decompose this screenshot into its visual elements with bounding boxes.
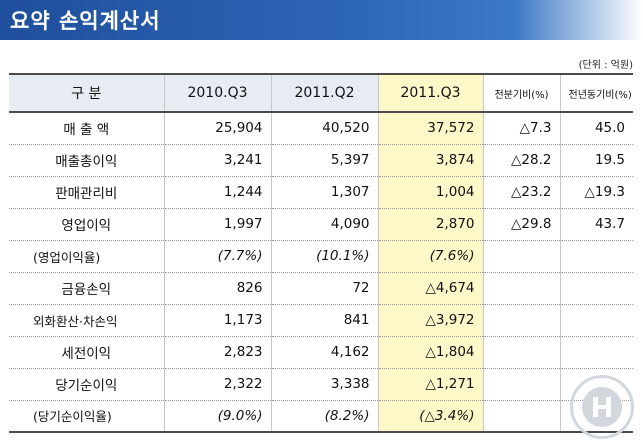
- cell-2010q3: 3,241: [163, 144, 271, 177]
- cell-2010q3: 1,997: [163, 208, 271, 241]
- cell-2011q3: △1,271: [377, 368, 483, 401]
- cell-qoq: [482, 240, 560, 273]
- column-header-2011q2: 2011.Q2: [270, 73, 378, 113]
- cell-qoq: [482, 368, 560, 401]
- cell-2011q2: 3,338: [270, 368, 378, 401]
- cell-2010q3: 1,244: [163, 176, 271, 209]
- table-row: 매출총이익 3,241 5,397 3,874 △28.2 19.5: [9, 144, 633, 177]
- cell-2011q2: 1,307: [270, 176, 378, 209]
- cell-yoy: 19.5: [559, 144, 633, 177]
- cell-2011q2: 5,397: [270, 144, 378, 177]
- cell-2011q3: 3,874: [377, 144, 483, 177]
- row-label: 판매관리비: [9, 176, 164, 209]
- cell-2011q3: 2,870: [377, 208, 483, 241]
- row-label: (영업이익율): [9, 240, 164, 273]
- column-header-2011q3: 2011.Q3: [377, 73, 483, 113]
- cell-yoy: [559, 240, 633, 273]
- row-label: 영업이익: [9, 208, 164, 241]
- row-label: 매출총이익: [9, 144, 164, 177]
- table-row: 판매관리비 1,244 1,307 1,004 △23.2 △19.3: [9, 176, 633, 209]
- cell-qoq: △23.2: [482, 176, 560, 209]
- cell-2011q2: (8.2%): [270, 400, 378, 433]
- cell-2010q3: (7.7%): [163, 240, 271, 273]
- cell-2011q2: (10.1%): [270, 240, 378, 273]
- cell-qoq: [482, 400, 560, 433]
- column-header-yoy: 전년동기비(%): [559, 73, 633, 113]
- cell-yoy: 43.7: [559, 208, 633, 241]
- income-statement-table: 구 분 2010.Q3 2011.Q2 2011.Q3 전분기비(%) 전년동기…: [9, 73, 633, 433]
- cell-2010q3: 1,173: [163, 304, 271, 337]
- table-header-row: 구 분 2010.Q3 2011.Q2 2011.Q3 전분기비(%) 전년동기…: [9, 73, 633, 113]
- table-row: (당기순이익율) (9.0%) (8.2%) (△3.4%): [9, 400, 633, 433]
- table-row: 당기순이익 2,322 3,338 △1,271: [9, 368, 633, 401]
- cell-2011q3: (7.6%): [377, 240, 483, 273]
- emblem-core: [582, 387, 622, 427]
- cell-qoq: [482, 272, 560, 305]
- cell-2011q3: △1,804: [377, 336, 483, 369]
- cell-qoq: △7.3: [482, 112, 560, 145]
- column-header-2010q3: 2010.Q3: [163, 73, 271, 113]
- row-label: 금융손익: [9, 272, 164, 305]
- unit-note: (단위 : 억원): [578, 60, 633, 71]
- table-row: 외화환산·차손익 1,173 841 △3,972: [9, 304, 633, 337]
- cell-2011q2: 72: [270, 272, 378, 305]
- cell-2011q3: 1,004: [377, 176, 483, 209]
- title-bar: 요약 손익계산서: [0, 0, 643, 40]
- cell-qoq: △29.8: [482, 208, 560, 241]
- cell-2011q3: 37,572: [377, 112, 483, 145]
- cell-2010q3: 826: [163, 272, 271, 305]
- table-row: 금융손익 826 72 △4,674: [9, 272, 633, 305]
- table-row: (영업이익율) (7.7%) (10.1%) (7.6%): [9, 240, 633, 273]
- row-label: 당기순이익: [9, 368, 164, 401]
- cell-2011q3: △3,972: [377, 304, 483, 337]
- row-label: 외화환산·차손익: [9, 304, 164, 337]
- cell-2011q3: △4,674: [377, 272, 483, 305]
- page-title: 요약 손익계산서: [10, 9, 161, 33]
- company-emblem-icon: [570, 375, 634, 439]
- cell-2011q2: 4,162: [270, 336, 378, 369]
- table-row: 세전이익 2,823 4,162 △1,804: [9, 336, 633, 369]
- cell-qoq: [482, 336, 560, 369]
- cell-2011q3: (△3.4%): [377, 400, 483, 433]
- cell-qoq: [482, 304, 560, 337]
- column-header-qoq: 전분기비(%): [482, 73, 560, 113]
- cell-2010q3: (9.0%): [163, 400, 271, 433]
- cell-2011q2: 841: [270, 304, 378, 337]
- cell-2010q3: 25,904: [163, 112, 271, 145]
- row-label: (당기순이익율): [9, 400, 164, 433]
- cell-2010q3: 2,322: [163, 368, 271, 401]
- cell-yoy: △19.3: [559, 176, 633, 209]
- emblem-h-glyph: [593, 397, 611, 417]
- cell-qoq: △28.2: [482, 144, 560, 177]
- cell-yoy: [559, 272, 633, 305]
- cell-2011q2: 4,090: [270, 208, 378, 241]
- column-header-category: 구 분: [9, 73, 164, 113]
- row-label: 매 출 액: [9, 112, 164, 145]
- cell-yoy: [559, 304, 633, 337]
- table-row: 매 출 액 25,904 40,520 37,572 △7.3 45.0: [9, 112, 633, 145]
- row-label: 세전이익: [9, 336, 164, 369]
- cell-2010q3: 2,823: [163, 336, 271, 369]
- cell-yoy: [559, 336, 633, 369]
- table-row: 영업이익 1,997 4,090 2,870 △29.8 43.7: [9, 208, 633, 241]
- cell-2011q2: 40,520: [270, 112, 378, 145]
- cell-yoy: 45.0: [559, 112, 633, 145]
